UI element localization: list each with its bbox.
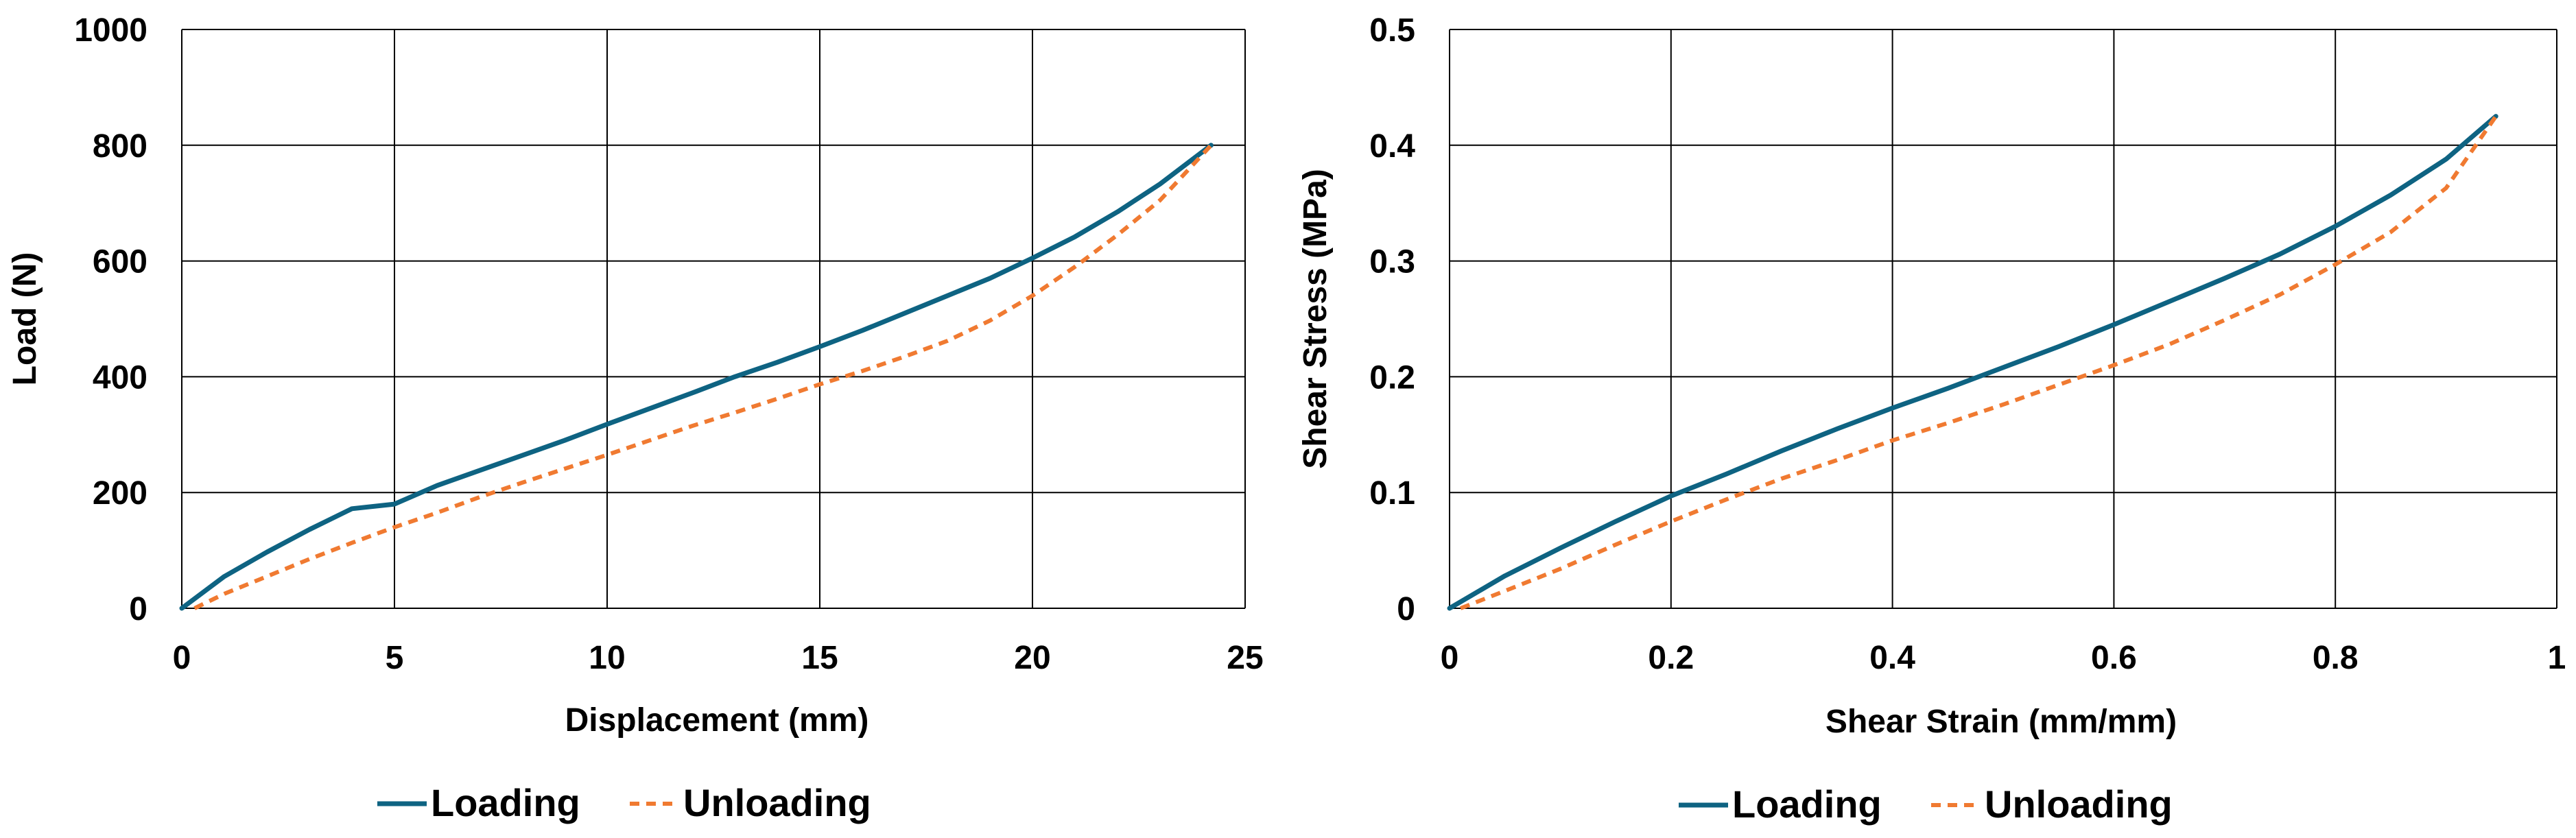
- series-lines: [1447, 114, 2498, 611]
- x-tick-label: 15: [801, 640, 838, 676]
- legend-unloading-label: Unloading: [683, 781, 871, 824]
- series-line-unloading: [193, 143, 1213, 610]
- x-axis-label: Displacement (mm): [565, 702, 869, 739]
- x-tick-labels: 0 5 10 15 20 25: [173, 640, 1264, 676]
- x-tick-label: 25: [1227, 640, 1263, 676]
- y-tick-label: 200: [93, 475, 147, 512]
- y-tick-label: 0: [1397, 591, 1415, 627]
- grid: [181, 29, 1246, 609]
- grid: [1449, 29, 2557, 609]
- x-tick-label: 0: [173, 640, 191, 676]
- y-tick-label: 1000: [74, 12, 147, 49]
- legend: Loading Unloading: [1679, 782, 2173, 826]
- y-tick-label: 0.4: [1369, 128, 1415, 165]
- legend-loading-label: Loading: [431, 781, 580, 824]
- y-tick-label: 0.2: [1369, 359, 1415, 396]
- y-tick-label: 0.5: [1369, 12, 1415, 49]
- x-tick-labels: 0 0.2 0.4 0.6 0.8 1: [1441, 640, 2566, 676]
- y-axis-label: Load (N): [7, 252, 43, 386]
- series-line-loading: [179, 143, 1214, 611]
- x-tick-label: 0.2: [1648, 640, 1694, 676]
- x-tick-label: 5: [386, 640, 404, 676]
- series-line-unloading: [1460, 115, 2498, 610]
- y-tick-label: 0: [129, 591, 147, 627]
- y-tick-labels: 0 200 400 600 800 1000: [74, 12, 147, 627]
- y-tick-label: 0.3: [1369, 244, 1415, 280]
- y-tick-label: 600: [93, 244, 147, 280]
- x-tick-label: 0.6: [2091, 640, 2137, 676]
- y-tick-label: 800: [93, 128, 147, 165]
- x-tick-label: 10: [589, 640, 625, 676]
- shear-stress-strain-chart: 0 0.1 0.2 0.3 0.4 0.5 0 0.2 0.4 0.6 0.8 1 Shear St…: [1297, 12, 2566, 826]
- load-displacement-chart: 0 200 400 600 800 1000 0 5 10 15 20 25 Displacemen…: [7, 12, 1264, 824]
- x-tick-label: 0.8: [2313, 640, 2359, 676]
- series-lines: [179, 143, 1214, 611]
- series-line-loading: [1447, 114, 2498, 611]
- y-tick-labels: 0 0.1 0.2 0.3 0.4 0.5: [1369, 12, 1415, 627]
- legend-loading-label: Loading: [1732, 782, 1882, 826]
- y-tick-label: 400: [93, 359, 147, 396]
- legend: Loading Unloading: [377, 781, 871, 824]
- legend-unloading-label: Unloading: [1985, 782, 2173, 826]
- x-tick-label: 0: [1441, 640, 1459, 676]
- x-axis-label: Shear Strain (mm/mm): [1825, 704, 2177, 740]
- x-tick-label: 1: [2548, 640, 2566, 676]
- y-axis-label: Shear Stress (MPa): [1297, 169, 1334, 469]
- x-tick-label: 0.4: [1869, 640, 1915, 676]
- x-tick-label: 20: [1014, 640, 1050, 676]
- y-tick-label: 0.1: [1369, 475, 1415, 512]
